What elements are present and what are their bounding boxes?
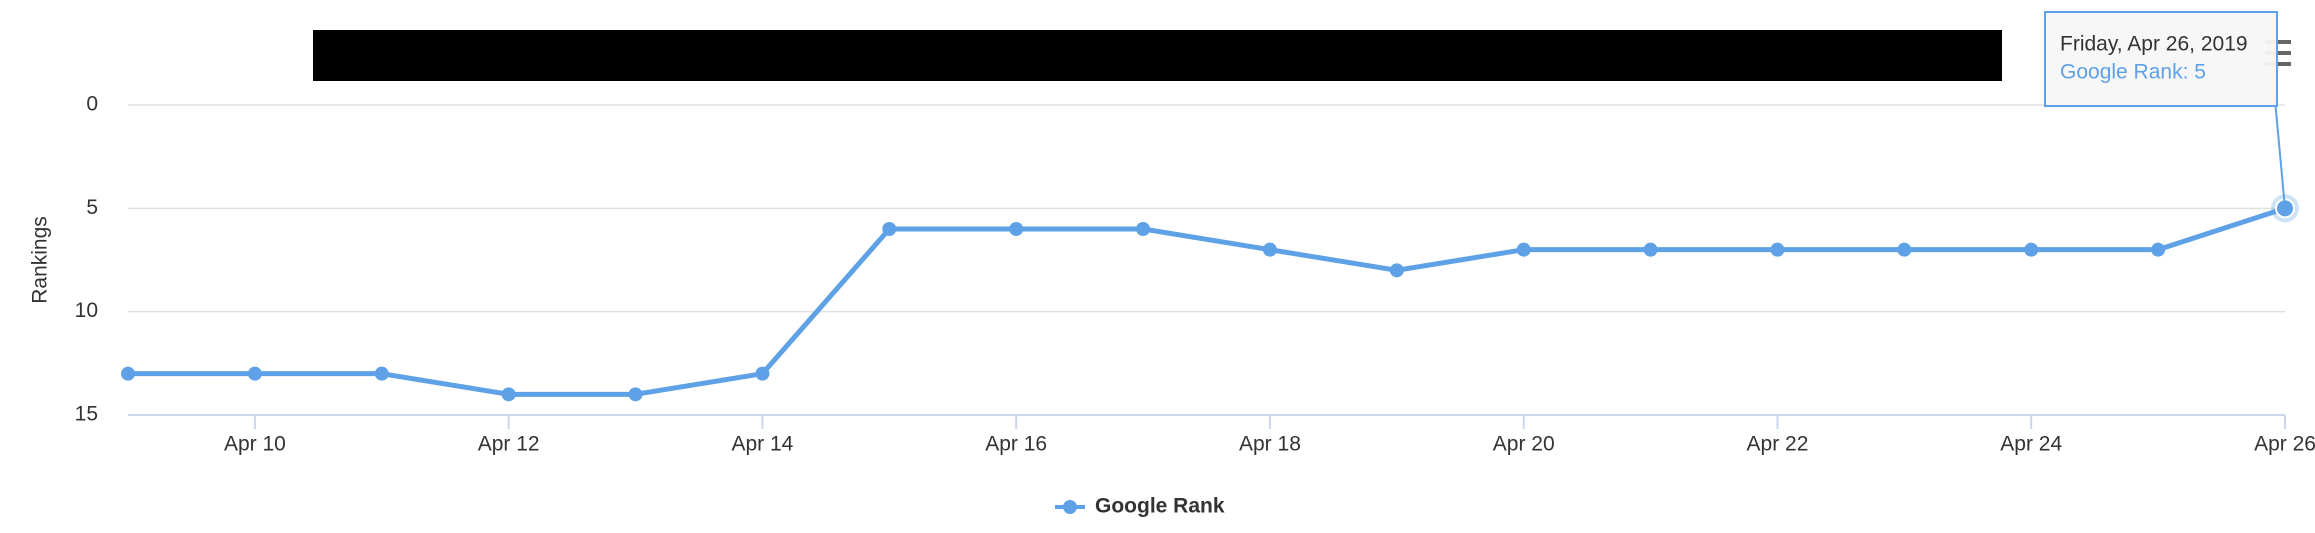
data-point xyxy=(1516,242,1531,257)
tooltip-connector xyxy=(2274,99,2286,209)
x-tick-label: Apr 14 xyxy=(731,433,793,456)
x-tick-label: Apr 22 xyxy=(1747,433,1809,456)
data-point xyxy=(1009,222,1024,236)
data-point xyxy=(2024,242,2039,257)
data-point xyxy=(1262,242,1277,257)
data-point xyxy=(374,366,389,381)
data-point xyxy=(1643,242,1658,257)
tooltip-title: Friday, Apr 26, 2019 xyxy=(2060,33,2248,56)
data-point xyxy=(1136,222,1151,236)
x-tick-label: Apr 10 xyxy=(224,433,286,456)
y-tick-label: 0 xyxy=(86,93,98,116)
data-point xyxy=(501,387,516,402)
data-point xyxy=(1770,242,1785,257)
redaction-bar xyxy=(313,30,2002,81)
y-tick-label: 5 xyxy=(86,196,98,219)
data-point xyxy=(247,366,262,381)
data-point xyxy=(882,222,897,236)
tooltip-text: Google Rank: 5 xyxy=(2060,61,2206,84)
data-point xyxy=(628,387,643,402)
data-point xyxy=(2151,242,2166,257)
x-tick-label: Apr 20 xyxy=(1493,433,1555,456)
data-point xyxy=(1389,263,1404,278)
y-tick-label: 15 xyxy=(75,403,98,426)
legend-label: Google Rank xyxy=(1095,495,1225,518)
x-tick-label: Apr 12 xyxy=(478,433,540,456)
x-tick-label: Apr 26 xyxy=(2254,433,2315,456)
legend-marker xyxy=(1063,500,1077,514)
data-point xyxy=(755,366,770,381)
data-point xyxy=(121,366,135,381)
data-point xyxy=(1897,242,1912,257)
y-axis-title: Rankings xyxy=(29,216,52,304)
x-tick-label: Apr 18 xyxy=(1239,433,1301,456)
tooltip-box xyxy=(2044,11,2278,107)
y-tick-label: 10 xyxy=(75,299,98,322)
x-tick-label: Apr 24 xyxy=(2000,433,2062,456)
x-tick-label: Apr 16 xyxy=(985,433,1047,456)
series-line xyxy=(128,205,2286,397)
